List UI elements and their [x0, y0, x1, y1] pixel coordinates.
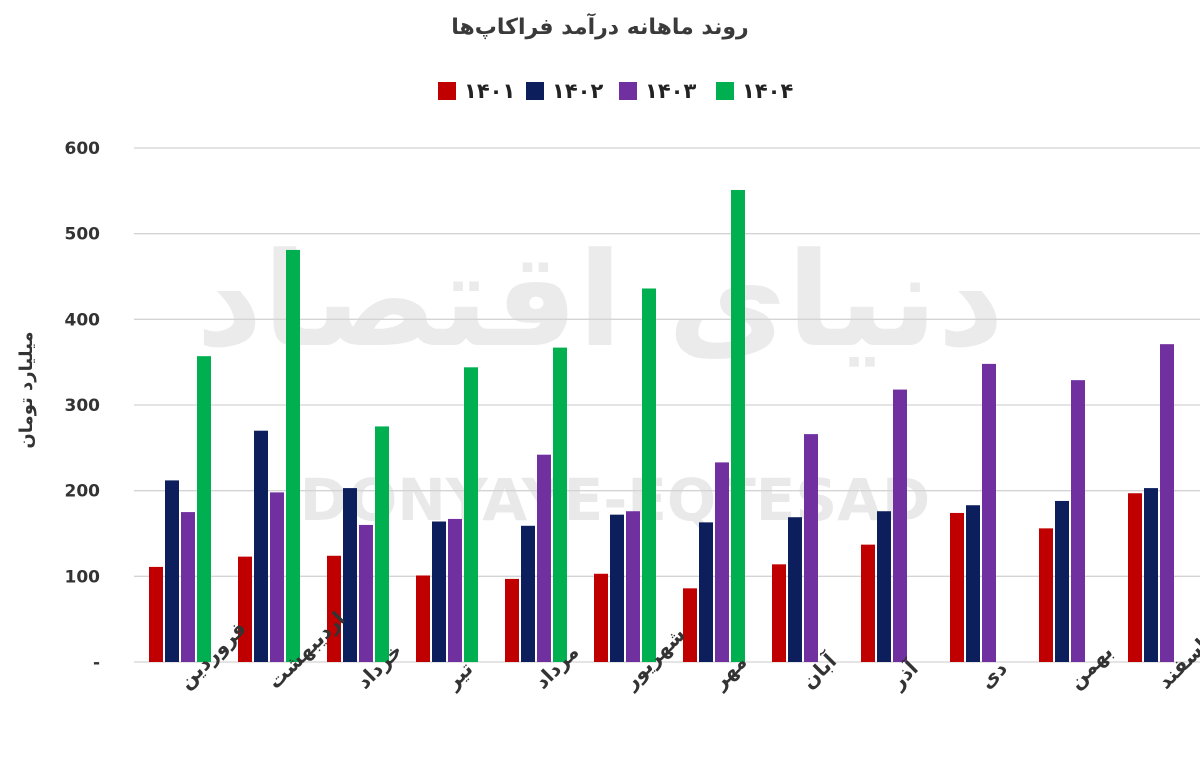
bar — [683, 588, 697, 662]
bar — [861, 544, 875, 662]
bar — [343, 488, 357, 662]
y-tick-label: - — [93, 653, 100, 673]
legend-swatch — [438, 82, 456, 100]
bar — [181, 512, 195, 662]
y-tick-label: 200 — [65, 482, 101, 502]
bar — [1055, 500, 1069, 662]
bar — [1128, 493, 1142, 662]
bar — [966, 505, 980, 662]
y-tick-label: 100 — [65, 567, 101, 587]
y-tick-label: 400 — [65, 310, 101, 330]
bar — [1071, 380, 1085, 662]
bar — [731, 189, 745, 662]
bar — [270, 492, 284, 662]
bar — [1039, 528, 1053, 662]
bar — [197, 356, 211, 662]
legend-swatch — [619, 82, 637, 100]
bar — [286, 249, 300, 662]
bar — [1160, 344, 1174, 662]
y-tick-label: 300 — [65, 396, 101, 416]
bar — [594, 573, 608, 662]
y-axis-label: میلیارد تومان — [16, 331, 37, 448]
bar — [165, 480, 179, 662]
bar — [432, 521, 446, 662]
bar — [804, 434, 818, 662]
legend-label: ۱۴۰۳ — [645, 79, 696, 103]
bar — [788, 517, 802, 662]
bar — [893, 389, 907, 662]
y-axis-ticks: - 100 200 300 400 500 600 — [65, 139, 101, 673]
bar — [715, 462, 729, 662]
bar — [699, 522, 713, 662]
bar — [982, 363, 996, 662]
y-tick-label: 500 — [65, 225, 101, 245]
chart-title: روند ماهانه درآمد فراکاپ‌ها — [451, 12, 748, 40]
y-tick-label: 600 — [65, 139, 101, 159]
bar — [505, 578, 519, 662]
x-tick-label: اسفند — [1153, 634, 1200, 694]
legend-label: ۱۴۰۴ — [742, 79, 793, 103]
bar — [448, 518, 462, 662]
legend-swatch — [716, 82, 734, 100]
bar — [416, 575, 430, 662]
bar — [521, 525, 535, 662]
bar — [772, 564, 786, 662]
bar — [610, 514, 624, 662]
bar — [375, 426, 389, 662]
legend-swatch — [526, 82, 544, 100]
bar — [537, 454, 551, 662]
x-tick-label: آبان — [796, 648, 842, 694]
bar — [327, 555, 341, 662]
watermark: دنیای اقتصاد DONYAYE-EQTESAD — [196, 224, 1004, 534]
bar — [626, 511, 640, 662]
bar — [149, 566, 163, 662]
legend-label: ۱۴۰۱ — [464, 79, 515, 103]
watermark-script: دنیای اقتصاد — [196, 224, 1004, 376]
bar — [1144, 488, 1158, 662]
bar — [553, 347, 567, 662]
legend: ۱۴۰۱ ۱۴۰۲ ۱۴۰۳ ۱۴۰۴ — [438, 79, 793, 103]
bar — [359, 524, 373, 662]
bar — [254, 430, 268, 662]
legend-label: ۱۴۰۲ — [552, 79, 603, 103]
bar — [950, 512, 964, 662]
gridlines — [134, 147, 1200, 663]
bar — [642, 288, 656, 662]
bar — [238, 556, 252, 662]
bar — [464, 367, 478, 662]
bars — [149, 189, 1174, 662]
bar — [877, 511, 891, 662]
